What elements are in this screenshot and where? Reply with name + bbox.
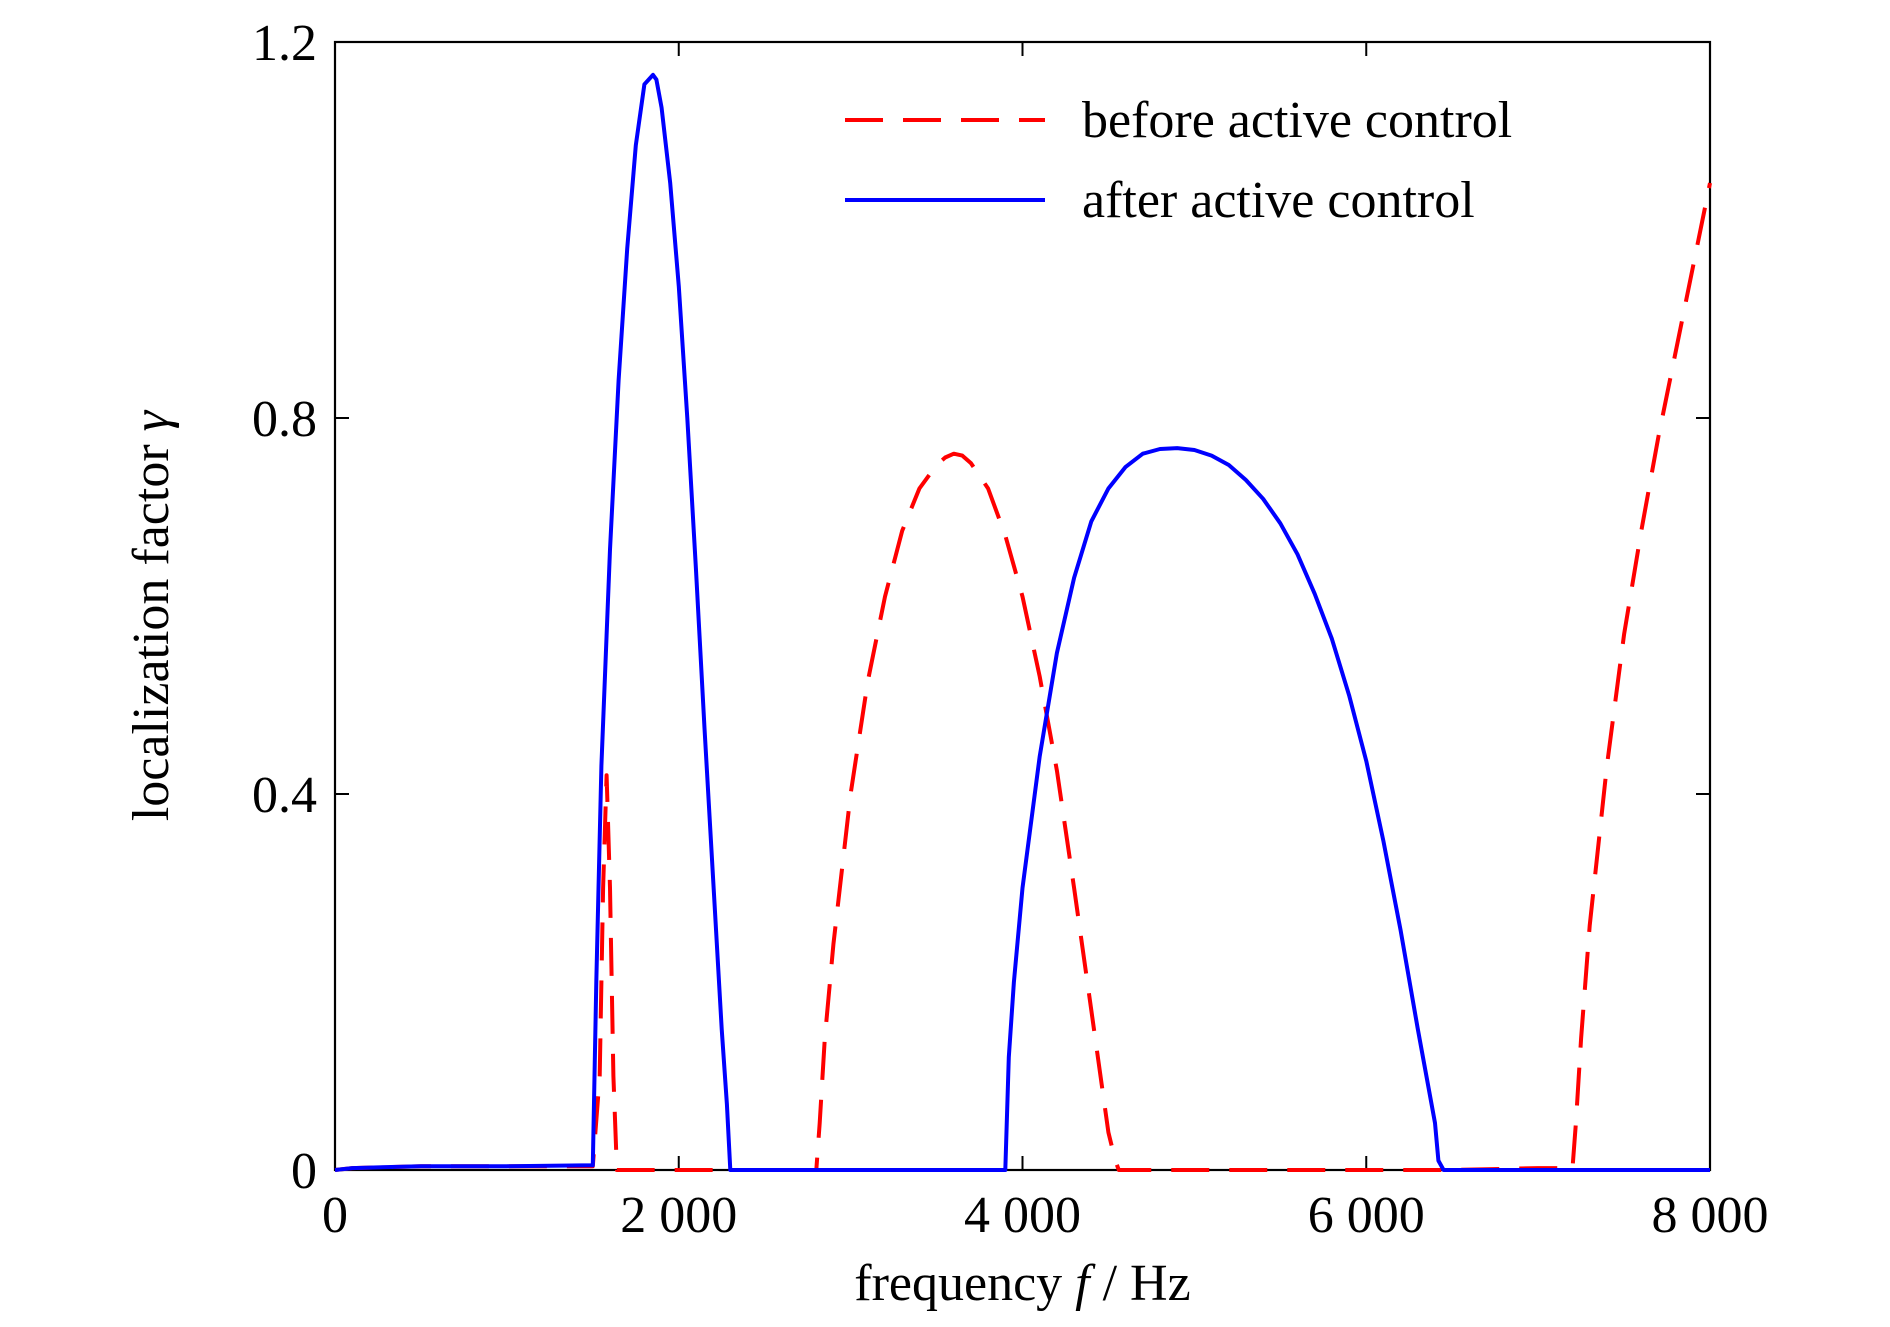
y-tick-label-1: 0.4 [252, 767, 317, 824]
x-tick-label-2: 4 000 [964, 1187, 1081, 1244]
x-tick-label-3: 6 000 [1308, 1187, 1425, 1244]
x-axis-label: frequency f / Hz [854, 1255, 1190, 1312]
x-tick-label-0: 0 [322, 1187, 348, 1244]
x-tick-label-4: 8 000 [1652, 1187, 1769, 1244]
x-tick-label-1: 2 000 [620, 1187, 737, 1244]
y-tick-label-0: 0 [291, 1143, 317, 1200]
axis-tick-labels: 0 2 000 4 000 6 000 8 000 0 0.4 0.8 1.2 [252, 15, 1769, 1244]
legend-label-after-active-control: after active control [1082, 172, 1475, 229]
legend: before active control after active contr… [845, 92, 1512, 229]
series-line-before-active-control [334, 182, 1712, 1172]
y-tick-label-2: 0.8 [252, 391, 317, 448]
y-axis-label: localization factor γ [123, 409, 180, 821]
series-layer [334, 72, 1712, 1172]
legend-label-before-active-control: before active control [1082, 92, 1512, 149]
y-tick-label-3: 1.2 [252, 15, 317, 72]
series-line-after-active-control [334, 72, 1710, 1172]
